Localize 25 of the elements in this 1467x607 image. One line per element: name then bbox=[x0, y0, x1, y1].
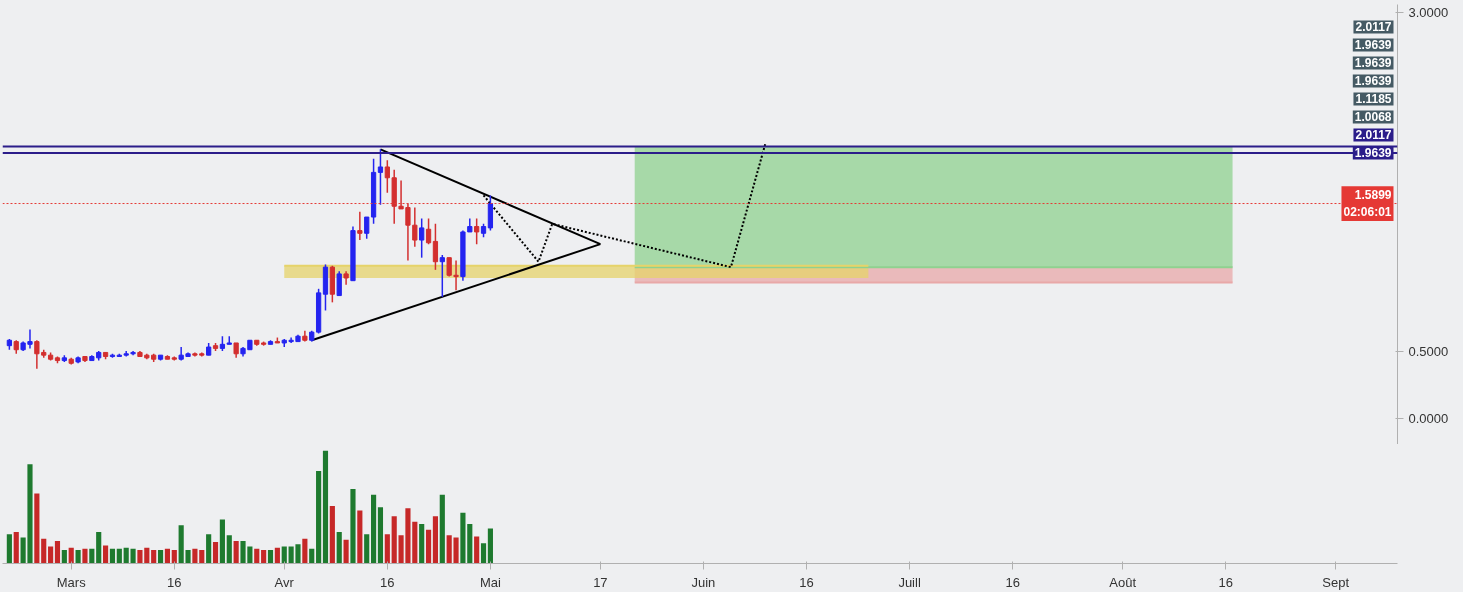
x-tick-label: Mai bbox=[479, 574, 501, 590]
annotation: 1.9639 bbox=[1354, 38, 1392, 53]
ref-line-label: 1.5899 02:06:01 bbox=[1343, 188, 1392, 219]
annotation: 1.1185 bbox=[1355, 92, 1392, 107]
x-tick-label: Juill bbox=[898, 574, 921, 590]
x-tick-label: Juin bbox=[691, 574, 716, 590]
x-tick-label: 16 bbox=[380, 574, 395, 590]
annotation: 1.0068 bbox=[1354, 110, 1392, 125]
y-tick-label: 0.0000 bbox=[1408, 411, 1449, 427]
x-tick-label: Août bbox=[1109, 574, 1137, 590]
ref-line-label: 2.0117 bbox=[1355, 128, 1392, 143]
x-tick-label: 17 bbox=[593, 574, 608, 590]
y-tick-label: 3.0000 bbox=[1408, 5, 1449, 21]
annotation: 1.9639 bbox=[1354, 56, 1392, 71]
x-tick-label: Mars bbox=[56, 574, 87, 590]
x-tick-label: 16 bbox=[1005, 574, 1020, 590]
y-tick-label: 0.5000 bbox=[1408, 343, 1449, 359]
annotation: 2.0117 bbox=[1355, 20, 1392, 35]
x-tick-label: 16 bbox=[1218, 574, 1233, 590]
x-tick-label: 16 bbox=[799, 574, 814, 590]
ref-line-label: 1.9639 bbox=[1354, 146, 1392, 161]
x-tick-label: 16 bbox=[167, 574, 182, 590]
annotation: 1.9639 bbox=[1354, 74, 1392, 89]
x-tick-label: Avr bbox=[274, 574, 295, 590]
x-tick-label: Sept bbox=[1322, 574, 1350, 590]
